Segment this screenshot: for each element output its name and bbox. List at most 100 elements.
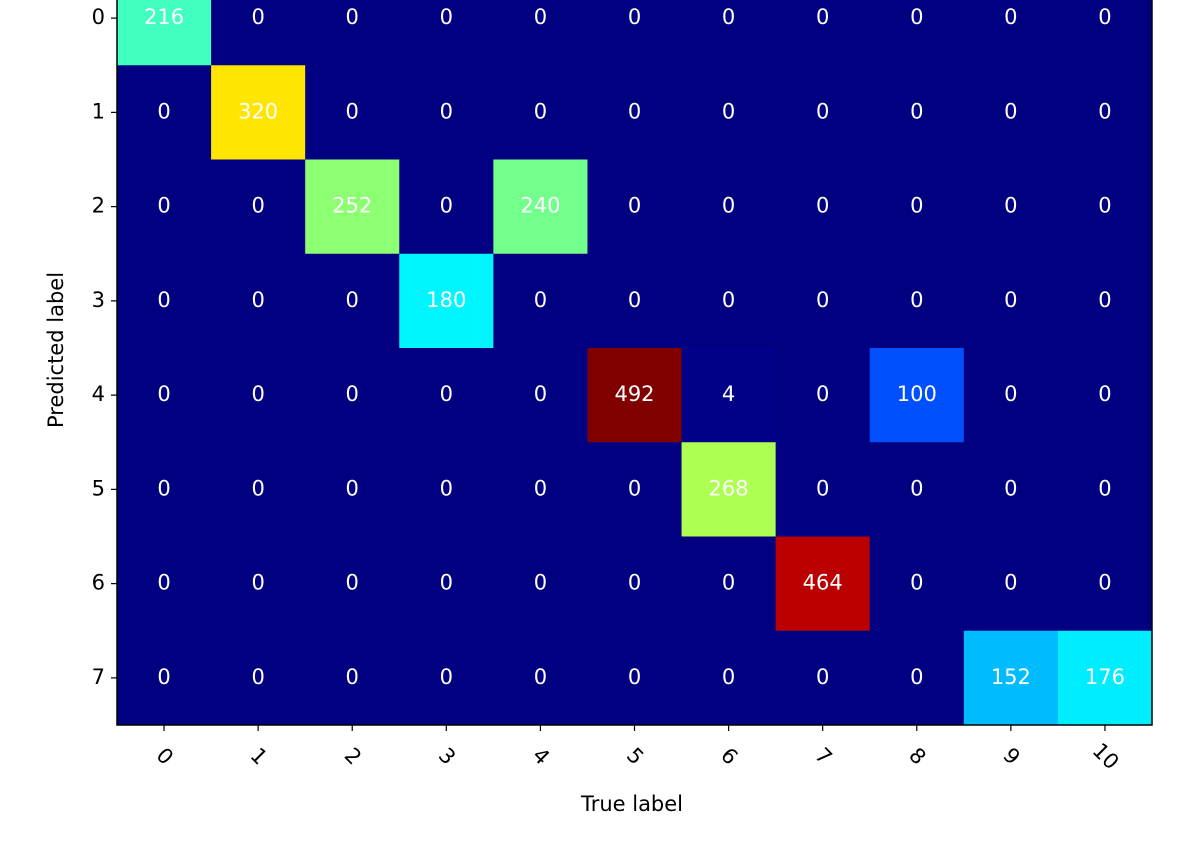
cell-label: 0	[251, 476, 264, 500]
heatmap-cell	[305, 0, 400, 66]
heatmap-cell	[1057, 348, 1153, 443]
cell-label: 0	[910, 288, 923, 312]
x-tick-label: 10	[1088, 738, 1124, 774]
heatmap-cell	[117, 442, 212, 537]
x-tick-label: 0	[152, 743, 178, 769]
cell-label: 0	[1004, 99, 1017, 123]
heatmap-cell	[117, 159, 212, 255]
heatmap-cell	[493, 536, 588, 632]
cell-label: 0	[346, 571, 359, 595]
cell-label: 176	[1085, 665, 1125, 689]
cell-label: 0	[157, 382, 170, 406]
cell-label: 0	[816, 288, 829, 312]
cell-label: 0	[628, 194, 641, 218]
heatmap-cell	[963, 348, 1059, 443]
heatmap-cell	[117, 348, 212, 443]
cell-label: 0	[628, 476, 641, 500]
x-tick-label: 5	[622, 743, 648, 769]
heatmap-cell	[211, 65, 306, 160]
heatmap-cell	[305, 159, 400, 255]
heatmap-cell	[963, 159, 1059, 255]
heatmap-cell	[399, 348, 494, 443]
y-tick-label: 3	[92, 288, 105, 312]
heatmap-cell	[399, 253, 494, 349]
heatmap-cell	[775, 0, 871, 66]
heatmap-cell	[1057, 630, 1153, 726]
heatmap-cell	[211, 536, 306, 632]
cell-label: 0	[1098, 571, 1111, 595]
heatmap-cell	[869, 536, 965, 632]
heatmap-cell	[211, 159, 306, 255]
heatmap-cell	[117, 253, 212, 349]
x-tick-label: 7	[810, 743, 836, 769]
cell-label: 0	[534, 476, 547, 500]
heatmap-cell	[1057, 442, 1153, 537]
cell-label: 0	[1098, 476, 1111, 500]
heatmap-cell	[587, 630, 683, 726]
cell-label: 0	[1098, 5, 1111, 29]
cell-label: 0	[816, 665, 829, 689]
heatmap-cell	[493, 253, 588, 349]
cell-label: 152	[991, 665, 1031, 689]
cell-label: 0	[440, 571, 453, 595]
cell-label: 0	[440, 194, 453, 218]
cell-label: 0	[1004, 476, 1017, 500]
cell-label: 0	[1098, 288, 1111, 312]
cell-label: 0	[628, 288, 641, 312]
heatmap-cell	[869, 348, 965, 443]
cell-label: 0	[1004, 382, 1017, 406]
heatmap-cell	[587, 442, 683, 537]
cell-label: 0	[440, 476, 453, 500]
cell-label: 0	[534, 99, 547, 123]
heatmap-cell	[117, 630, 212, 726]
heatmap-cell	[211, 0, 306, 66]
heatmap-cell	[1057, 536, 1153, 632]
heatmap-cell	[117, 0, 212, 66]
cell-label: 0	[910, 665, 923, 689]
heatmap-cell	[305, 442, 400, 537]
cell-label: 492	[614, 382, 654, 406]
cell-label: 0	[157, 665, 170, 689]
cell-label: 0	[722, 5, 735, 29]
heatmap-cell	[963, 253, 1059, 349]
heatmap-cell	[681, 348, 777, 443]
heatmap-cell	[1057, 159, 1153, 255]
heatmap-cell	[493, 630, 588, 726]
cell-label: 464	[803, 571, 843, 595]
x-tick-label: 2	[340, 743, 366, 769]
heatmap-cell	[775, 630, 871, 726]
cell-label: 240	[520, 194, 560, 218]
y-tick-label: 1	[92, 99, 105, 123]
heatmap-cell	[681, 65, 777, 160]
x-tick-label: 8	[904, 743, 930, 769]
cell-label: 0	[251, 194, 264, 218]
cell-label: 0	[346, 382, 359, 406]
cell-label: 0	[534, 665, 547, 689]
heatmap-cell	[1057, 65, 1153, 160]
cell-label: 0	[816, 99, 829, 123]
heatmap-cell	[963, 536, 1059, 632]
cell-label: 0	[251, 382, 264, 406]
heatmap-cell	[681, 536, 777, 632]
heatmap-cell	[681, 442, 777, 537]
cell-label: 0	[157, 288, 170, 312]
cell-label: 0	[1004, 194, 1017, 218]
heatmap-cell	[399, 442, 494, 537]
cell-label: 0	[440, 382, 453, 406]
heatmap-cell	[869, 442, 965, 537]
y-tick-label: 0	[92, 5, 105, 29]
cell-label: 0	[816, 5, 829, 29]
cell-label: 0	[346, 476, 359, 500]
heatmap-cell	[775, 253, 871, 349]
cell-label: 0	[440, 665, 453, 689]
cell-label: 0	[346, 665, 359, 689]
cell-label: 0	[910, 476, 923, 500]
cell-label: 0	[1004, 288, 1017, 312]
cell-label: 0	[534, 571, 547, 595]
cell-label: 0	[722, 665, 735, 689]
y-tick-label: 7	[92, 665, 105, 689]
heatmap-cell	[869, 65, 965, 160]
cell-label: 0	[722, 288, 735, 312]
cell-label: 0	[157, 571, 170, 595]
